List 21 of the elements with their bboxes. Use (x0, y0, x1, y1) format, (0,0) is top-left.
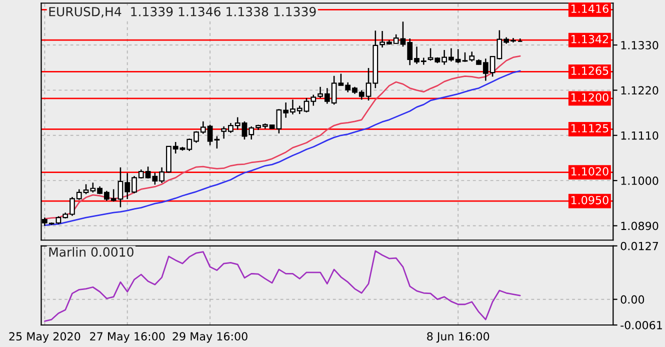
ref-line-label: 1.1125 (571, 124, 608, 132)
y-tick-label: 0.0127 (620, 242, 658, 250)
ref-line-label: 1.0950 (571, 196, 608, 204)
chart-title: Marlin 0.0010 (49, 247, 134, 257)
x-tick-label: 27 May 16:00 (90, 332, 165, 343)
ref-line-label: 1.1342 (571, 34, 608, 44)
ref-line-label: 1.1020 (571, 167, 608, 176)
chart-title: EURUSD,H4 1.1339 1.1346 1.1338 1.1339 (49, 6, 316, 18)
y-tick-label: 1.0890 (621, 222, 658, 230)
x-tick-label: 25 May 2020 (9, 332, 80, 343)
x-tick-label: 8 Jun 16:00 (427, 332, 490, 343)
y-tick-label: 1.1220 (621, 86, 658, 95)
ref-line-label: 1.1416 (571, 4, 608, 13)
ref-line-label: 1.1200 (571, 93, 608, 102)
x-tick-label: 29 May 16:00 (172, 332, 248, 343)
y-tick-label: 1.1110 (621, 131, 658, 140)
y-tick-label: 1.1000 (621, 176, 658, 185)
y-tick-label: 0.00 (620, 295, 644, 304)
y-tick-label: -0.0061 (620, 320, 662, 330)
ref-line-label: 1.1265 (571, 66, 608, 75)
y-tick-label: 1.1330 (621, 40, 658, 50)
